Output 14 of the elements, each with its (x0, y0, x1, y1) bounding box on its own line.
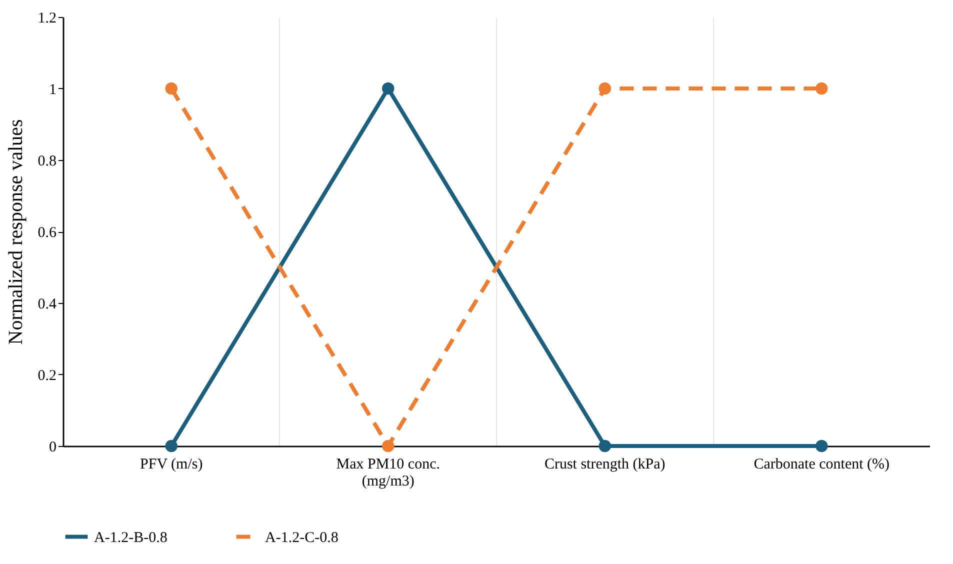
y-tick-label: 0.2 (38, 368, 56, 384)
y-tick-label: 0.4 (38, 296, 57, 312)
x-tick-label: Max PM10 conc. (mg/m3) (336, 456, 440, 490)
y-axis-title: Normalized response values (4, 119, 27, 345)
y-tick-label: 0.8 (38, 154, 56, 170)
x-tick-label: PFV (m/s) (140, 456, 203, 472)
legend-label: A-1.2-B-0.8 (94, 530, 168, 546)
y-tick-label: 0.6 (38, 225, 57, 241)
y-tick-label: 1 (49, 82, 56, 98)
y-tick-label: 0 (49, 440, 56, 456)
y-tick-label: 1.2 (38, 10, 56, 26)
x-tick-label: Crust strength (kPa) (544, 456, 666, 472)
legend-label: A-1.2-C-0.8 (265, 530, 338, 546)
x-tick-label: Carbonate content (%) (754, 456, 890, 472)
